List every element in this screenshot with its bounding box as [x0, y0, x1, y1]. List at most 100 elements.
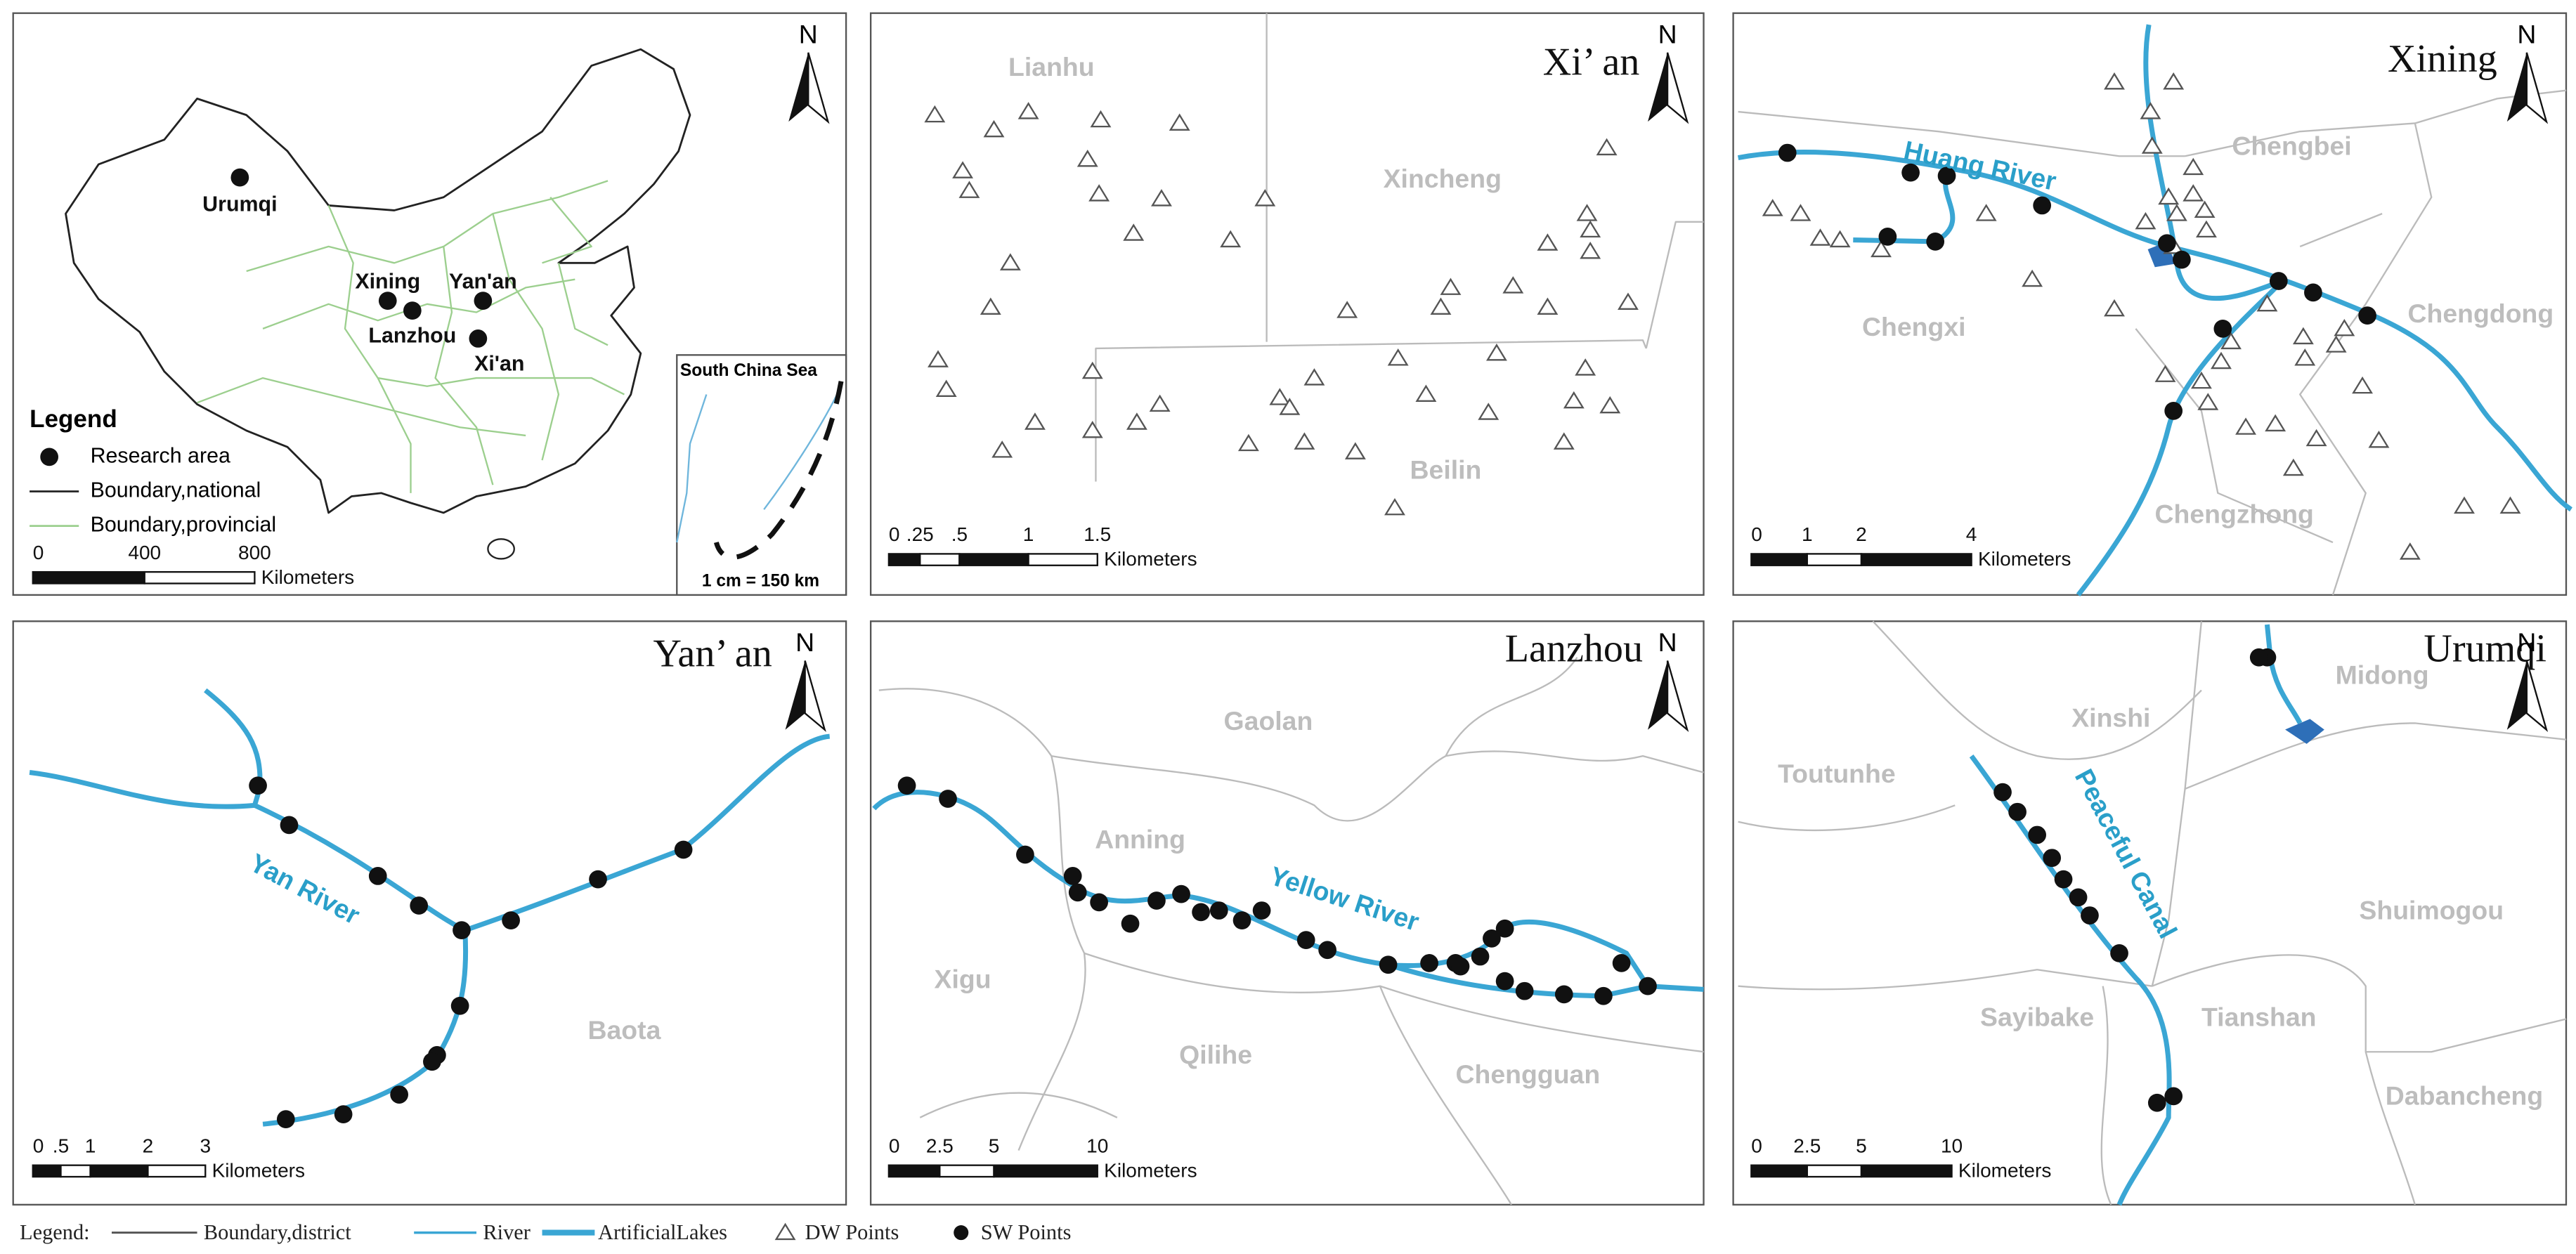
provincial-boundary [377, 377, 625, 396]
dw-point [1790, 204, 1811, 221]
dw-point [1303, 368, 1325, 386]
scale-label: 0 [889, 523, 900, 545]
city-label: Xining [355, 269, 420, 293]
dw-point [2196, 220, 2217, 238]
panel-frame [869, 12, 1705, 596]
inset-coast [676, 394, 708, 543]
scale-label: 1 [1023, 523, 1034, 545]
panel-frame [869, 620, 1705, 1206]
scale-label: .5 [53, 1135, 69, 1156]
dw-point [1344, 442, 1366, 459]
dw-point [2256, 294, 2278, 312]
dw-point [1279, 398, 1301, 415]
dw-point [1580, 220, 1601, 238]
legend-item: Research area [91, 443, 230, 467]
north-arrow [1666, 660, 1689, 733]
north-label: N [799, 19, 818, 48]
north-label: N [795, 627, 814, 657]
scale-label: 1 [1802, 523, 1813, 545]
dw-point [1090, 110, 1112, 128]
district-boundary [1872, 620, 2202, 760]
dw-point [1123, 223, 1145, 241]
scale-unit: Kilometers [261, 566, 354, 588]
sw-point [1937, 166, 1956, 185]
district-boundary [2151, 621, 2203, 986]
dw-point [1254, 189, 1276, 207]
scale-label: 0 [1751, 1135, 1762, 1156]
sw-point [474, 292, 493, 310]
provincial-boundary [542, 196, 592, 264]
scale-segment [1860, 553, 1972, 566]
dw-point [2104, 72, 2125, 90]
sw-point [410, 896, 429, 915]
sw-point [450, 996, 469, 1015]
district-label: Lianhu [1008, 52, 1095, 81]
inset-coast [763, 386, 843, 510]
sw-point [1318, 941, 1336, 960]
district-label: Chengzhong [2154, 499, 2313, 528]
district-label: Chengxi [1862, 312, 1966, 341]
sw-point [2173, 250, 2191, 269]
sw-point [1471, 947, 1490, 966]
sw-point [2110, 944, 2128, 962]
scale-segment [1860, 1164, 1953, 1178]
dw-point [2368, 431, 2390, 448]
sw-point [1483, 929, 1501, 948]
dw-point [2194, 200, 2216, 218]
district-label: Chengguan [1456, 1059, 1601, 1089]
dw-point [2135, 211, 2157, 230]
sw-point [2304, 283, 2322, 302]
dw-point [1576, 204, 1598, 221]
dw-point [1220, 230, 1242, 248]
dw-point [1537, 233, 1559, 251]
scale-unit: Kilometers [1958, 1159, 2051, 1181]
sw-point [2164, 401, 2183, 420]
river [1737, 149, 2572, 512]
district-label: Sayibake [1980, 1002, 2094, 1031]
dw-point [999, 253, 1021, 270]
provincial-boundary [327, 204, 412, 493]
scale-label: 5 [1856, 1135, 1867, 1156]
district-boundary [1738, 969, 2152, 991]
north-arrow [1666, 52, 1689, 124]
city-label: Yan'an [449, 269, 517, 293]
north-arrow [2525, 660, 2549, 733]
dw-point [2183, 184, 2204, 202]
sw-point [453, 921, 471, 939]
sw-point [2054, 870, 2073, 889]
sw-point [2147, 1093, 2166, 1112]
dw-point [1553, 432, 1575, 450]
sw-point [674, 840, 693, 859]
dw-point [1618, 292, 1639, 310]
sw-point [1993, 783, 2012, 802]
sw-point [2069, 888, 2088, 907]
scale-label: 1 [85, 1135, 96, 1156]
district-label: Anning [1095, 825, 1185, 854]
scale-label: 10 [1941, 1135, 1963, 1156]
dw-point [2140, 102, 2161, 119]
sw-point [939, 790, 957, 808]
dw-point [991, 440, 1013, 458]
panel-frame [12, 12, 847, 596]
scale-unit: Kilometers [212, 1159, 305, 1181]
inset-scale: 1 cm = 150 km [702, 572, 819, 591]
scale-segment [32, 1164, 62, 1178]
scale-segment [1750, 553, 1808, 566]
legend-item: ArtificialLakes [598, 1220, 727, 1244]
dw-point [928, 350, 949, 367]
sw-point [1926, 233, 1945, 251]
dw-point [980, 297, 1001, 315]
dw-point [2352, 376, 2374, 394]
nine-dash-line [713, 381, 844, 560]
scale-label: 2 [143, 1135, 154, 1156]
district-label: Shuimogou [2359, 895, 2504, 925]
scale-label: 2.5 [926, 1135, 954, 1156]
dw-point [2022, 269, 2043, 287]
sw-point [1090, 893, 1108, 912]
sw-point [1495, 919, 1514, 938]
district-label: Chengbei [2232, 131, 2351, 160]
inset-title: South China Sea [680, 361, 817, 380]
scale-label: 800 [238, 542, 271, 563]
dw-point [1126, 412, 1147, 430]
